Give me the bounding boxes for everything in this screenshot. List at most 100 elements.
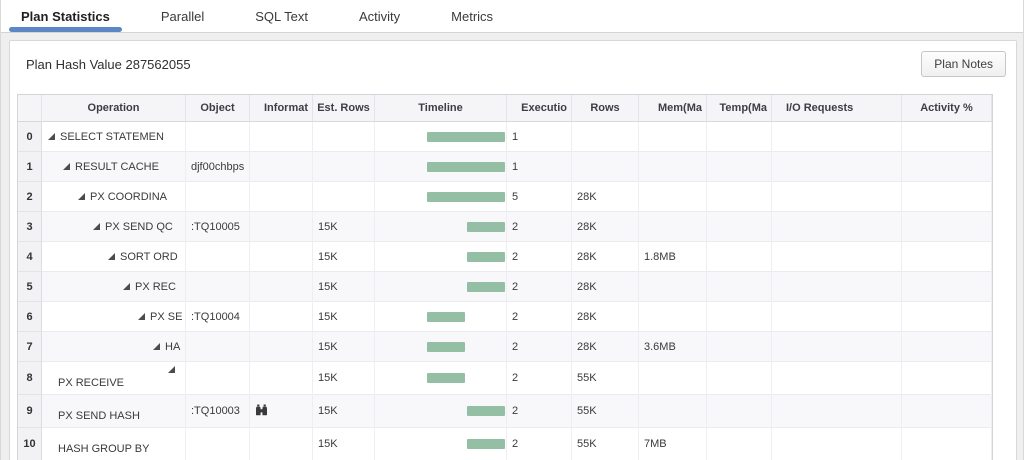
plan-notes-button[interactable]: Plan Notes bbox=[921, 51, 1006, 77]
timeline-track bbox=[427, 281, 505, 292]
plan-row-10: 10 HASH GROUP BY 15K 2 55K 7MB bbox=[18, 428, 992, 460]
cell-object bbox=[186, 122, 250, 152]
cell-mem-max bbox=[639, 182, 707, 212]
cell-mem-max bbox=[639, 272, 707, 302]
cell-est-rows: 15K bbox=[313, 428, 375, 460]
cell-temp-max bbox=[707, 152, 772, 182]
expand-arrow-icon[interactable] bbox=[63, 163, 70, 170]
tab-activity[interactable]: Activity bbox=[347, 0, 412, 32]
cell-est-rows: 15K bbox=[313, 302, 375, 332]
operation-label: HA bbox=[165, 340, 181, 353]
cell-information bbox=[250, 302, 313, 332]
operation-line: RESULT CACHE bbox=[42, 152, 185, 181]
cell-operation: PX SEND QC bbox=[42, 212, 186, 242]
cell-io-requests bbox=[772, 332, 902, 362]
operation-label: PX COORDINA bbox=[90, 190, 168, 203]
plan-statistics-panel: Plan Hash Value 287562055 Plan Notes Ope… bbox=[9, 40, 1017, 460]
plan-row-6: 6 PX SE:TQ10004 15K 2 28K bbox=[18, 302, 992, 332]
cell-information bbox=[250, 152, 313, 182]
cell-object: :TQ10003 bbox=[186, 395, 250, 428]
cell-row-id: 9 bbox=[18, 395, 42, 428]
plan-row-5: 5 PX REC 15K 2 28K bbox=[18, 272, 992, 302]
cell-executions: 2 bbox=[507, 242, 572, 272]
cell-est-rows bbox=[313, 152, 375, 182]
cell-information bbox=[250, 212, 313, 242]
cell-object bbox=[186, 272, 250, 302]
binoculars-icon[interactable] bbox=[255, 404, 268, 419]
plan-row-3: 3 PX SEND QC:TQ10005 15K 2 28K bbox=[18, 212, 992, 242]
timeline-track bbox=[427, 373, 505, 383]
plan-table-header-row: Operation Object Informat Est. Rows Timeline… bbox=[18, 95, 992, 122]
cell-mem-max bbox=[639, 302, 707, 332]
tab-sql-text[interactable]: SQL Text bbox=[243, 0, 320, 32]
cell-activity-pct bbox=[902, 212, 992, 242]
expand-arrow-icon[interactable] bbox=[108, 253, 115, 260]
cell-executions: 5 bbox=[507, 182, 572, 212]
timeline-bar bbox=[466, 221, 505, 232]
cell-temp-max bbox=[707, 395, 772, 428]
cell-timeline bbox=[375, 272, 507, 302]
cell-executions: 2 bbox=[507, 302, 572, 332]
cell-object bbox=[186, 362, 250, 395]
cell-rows: 28K bbox=[572, 332, 639, 362]
cell-rows: 55K bbox=[572, 362, 639, 395]
operation-label: SELECT STATEMEN bbox=[60, 130, 164, 143]
cell-operation: SORT ORD bbox=[42, 242, 186, 272]
cell-activity-pct bbox=[902, 122, 992, 152]
timeline-bar bbox=[466, 281, 505, 292]
timeline-bar bbox=[466, 406, 505, 416]
plan-table: Operation Object Informat Est. Rows Timeline… bbox=[17, 94, 993, 460]
cell-object: djf00chbps bbox=[186, 152, 250, 182]
operation-label: PX SE bbox=[150, 310, 183, 323]
column-header-rows: Rows bbox=[572, 95, 639, 122]
expand-arrow-icon[interactable] bbox=[78, 193, 85, 200]
cell-rows: 28K bbox=[572, 242, 639, 272]
plan-row-4: 4 SORT ORD 15K 2 28K 1.8MB bbox=[18, 242, 992, 272]
cell-activity-pct bbox=[902, 182, 992, 212]
cell-est-rows: 15K bbox=[313, 362, 375, 395]
tab-plan-statistics[interactable]: Plan Statistics bbox=[9, 0, 122, 32]
cell-object: :TQ10005 bbox=[186, 212, 250, 242]
expand-arrow-icon[interactable] bbox=[93, 223, 100, 230]
expand-arrow-icon[interactable] bbox=[138, 313, 145, 320]
cell-mem-max bbox=[639, 212, 707, 242]
expand-arrow-icon[interactable] bbox=[153, 343, 160, 350]
tab-metrics[interactable]: Metrics bbox=[439, 0, 505, 32]
tab-label: Plan Statistics bbox=[21, 8, 110, 24]
column-header-operation: Operation bbox=[42, 95, 186, 122]
cell-rows bbox=[572, 122, 639, 152]
cell-operation: PX SE bbox=[42, 302, 186, 332]
plan-row-9: 9 PX SEND HASH:TQ10003 15K 2 55K bbox=[18, 395, 992, 428]
cell-mem-max bbox=[639, 395, 707, 428]
timeline-bar bbox=[466, 251, 505, 262]
cell-rows bbox=[572, 152, 639, 182]
cell-row-id: 2 bbox=[18, 182, 42, 212]
expand-arrow-icon[interactable] bbox=[123, 283, 130, 290]
column-header-object: Object bbox=[186, 95, 250, 122]
expand-arrow-icon[interactable] bbox=[168, 366, 175, 373]
expand-arrow-icon[interactable] bbox=[48, 133, 55, 140]
cell-row-id: 10 bbox=[18, 428, 42, 460]
cell-row-id: 5 bbox=[18, 272, 42, 302]
cell-activity-pct bbox=[902, 362, 992, 395]
timeline-bar bbox=[427, 373, 466, 383]
cell-operation: HA bbox=[42, 332, 186, 362]
cell-operation: RESULT CACHE bbox=[42, 152, 186, 182]
plan-row-1: 1 RESULT CACHE djf00chbps 1 bbox=[18, 152, 992, 182]
cell-executions: 1 bbox=[507, 152, 572, 182]
cell-mem-max: 1.8MB bbox=[639, 242, 707, 272]
cell-io-requests bbox=[772, 182, 902, 212]
plan-table-body: 0 SELECT STATEMEN 1 1 RESULT CACHE djf00chbps… bbox=[18, 122, 992, 460]
cell-temp-max bbox=[707, 302, 772, 332]
timeline-bar bbox=[427, 161, 505, 172]
cell-operation: SELECT STATEMEN bbox=[42, 122, 186, 152]
timeline-track bbox=[427, 406, 505, 416]
cell-rows: 28K bbox=[572, 302, 639, 332]
operation-label: PX REC bbox=[135, 280, 176, 293]
tab-parallel[interactable]: Parallel bbox=[149, 0, 216, 32]
cell-timeline bbox=[375, 362, 507, 395]
cell-est-rows: 15K bbox=[313, 242, 375, 272]
cell-rows: 28K bbox=[572, 272, 639, 302]
cell-information bbox=[250, 332, 313, 362]
